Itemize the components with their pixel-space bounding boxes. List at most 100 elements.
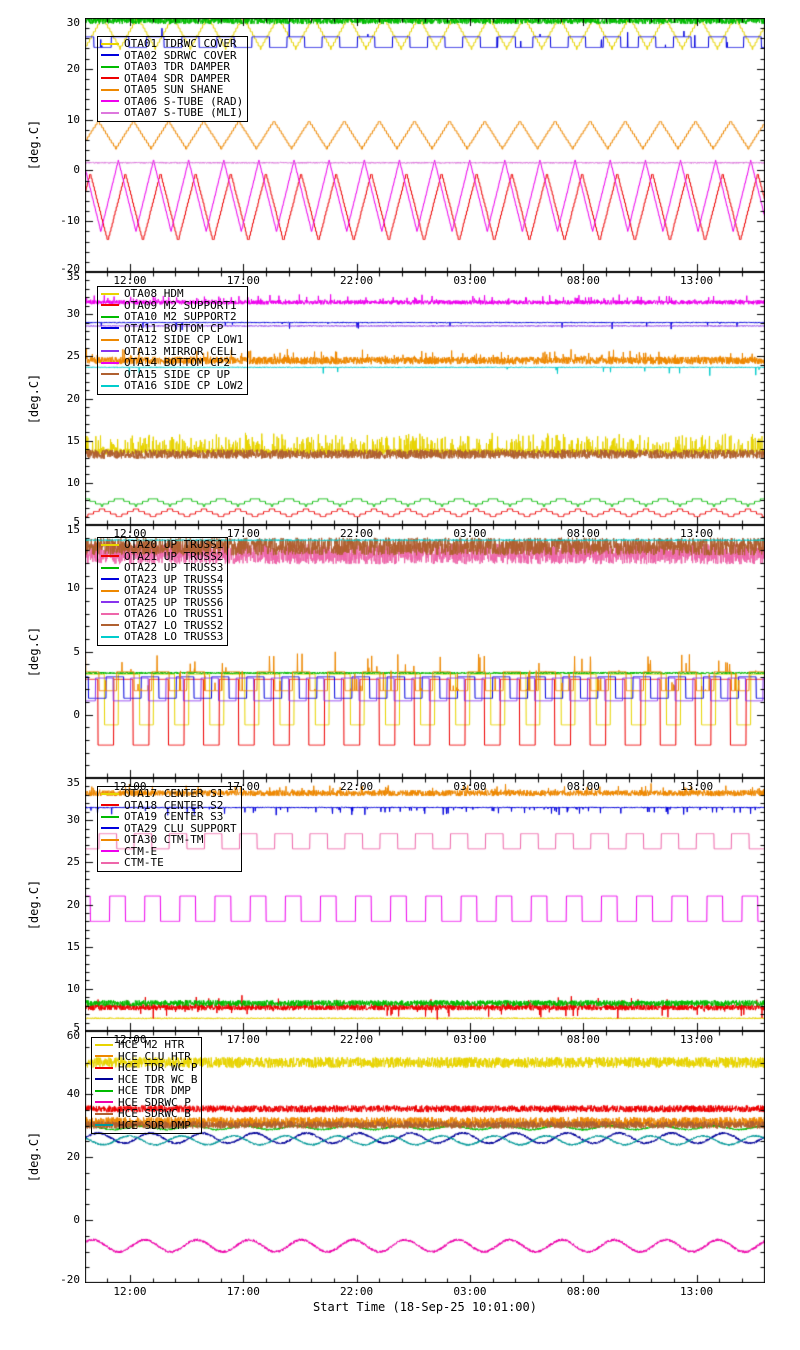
y-tick-label: 10: [66, 581, 80, 595]
legend-item: OTA07 S-TUBE (MLI): [101, 107, 243, 119]
legend-label: OTA19 CENTER S3: [124, 810, 224, 824]
legend-swatch: [95, 1043, 113, 1046]
y-tick-label: 25: [66, 855, 80, 869]
legend-label: OTA30 CTM-TM: [124, 833, 204, 847]
legend-label: OTA28 LO TRUSS3: [124, 630, 224, 644]
legend-swatch: [101, 555, 119, 558]
legend-item: OTA29 CLU SUPPORT: [101, 823, 237, 835]
legend-label: OTA10 M2 SUPPORT2: [124, 310, 237, 324]
legend-label: OTA01 TDRWC COVER: [124, 37, 237, 51]
legend-swatch: [101, 292, 119, 295]
legend-label: OTA27 LO TRUSS2: [124, 618, 224, 632]
legend-label: HCE TDR WC B: [118, 1072, 198, 1086]
legend-swatch: [101, 578, 119, 581]
legend-label: OTA12 SIDE CP LOW1: [124, 333, 244, 347]
legend-item: OTA27 LO TRUSS2: [101, 620, 223, 632]
legend-item: CTM-TE: [101, 857, 237, 869]
panel-1-legend: OTA01 TDRWC COVER OTA02 SDRWC COVER OTA03 …: [97, 36, 249, 122]
panel-4-legend: OTA17 CENTER S1 OTA18 CENTER S2 OTA19 CENT…: [97, 786, 242, 872]
panel-4-plot: [85, 778, 765, 1031]
legend-swatch: [101, 601, 119, 604]
x-tick-label: 03:00: [453, 274, 487, 287]
legend-label: HCE M2 HTR: [118, 1038, 185, 1052]
legend-item: OTA19 CENTER S3: [101, 811, 237, 823]
y-tick-label: 15: [66, 939, 80, 953]
legend-item: OTA09 M2 SUPPORT1: [101, 300, 243, 312]
legend-item: OTA17 CENTER S1: [101, 788, 237, 800]
legend-item: OTA14 BOTTOM CP2: [101, 357, 243, 369]
legend-item: OTA20 UP TRUSS1: [101, 539, 223, 551]
legend-item: OTA28 LO TRUSS3: [101, 631, 223, 643]
y-tick-label: 15: [66, 433, 80, 447]
legend-swatch: [101, 589, 119, 592]
y-tick-label: 40: [66, 1087, 80, 1100]
legend-swatch: [101, 815, 119, 818]
y-tick-label: 10: [66, 475, 80, 489]
legend-swatch: [101, 612, 119, 615]
x-tick-label: 22:00: [340, 527, 374, 540]
x-tick-label: 12:00: [113, 274, 147, 287]
x-tick-label: 13:00: [680, 274, 714, 287]
legend-item: OTA04 SDR DAMPER: [101, 73, 243, 85]
legend-label: OTA08 HDM: [124, 287, 184, 301]
legend-swatch: [101, 373, 119, 376]
x-tick-label: 13:00: [680, 1033, 714, 1046]
legend-item: OTA15 SIDE CP UP: [101, 369, 243, 381]
legend-label: OTA15 SIDE CP UP: [124, 367, 230, 381]
x-tick-label: 22:00: [340, 1285, 374, 1298]
legend-swatch: [101, 327, 119, 330]
y-tick-label: 20: [66, 897, 80, 911]
x-tick-label: 03:00: [453, 1033, 487, 1046]
y-tick-label: 10: [66, 981, 80, 995]
y-tick-label: 20: [66, 61, 80, 75]
panel-3-plot: [85, 525, 765, 778]
legend-label: OTA20 UP TRUSS1: [124, 538, 224, 552]
legend-swatch: [101, 361, 119, 364]
x-tick-label: 22:00: [340, 780, 374, 793]
legend-label: OTA03 TDR DAMPER: [124, 60, 230, 74]
legend-label: OTA09 M2 SUPPORT1: [124, 298, 237, 312]
legend-item: OTA08 HDM: [101, 288, 243, 300]
legend-item: OTA21 UP TRUSS2: [101, 551, 223, 563]
legend-label: OTA17 CENTER S1: [124, 787, 224, 801]
x-tick-label: 22:00: [340, 1033, 374, 1046]
legend-label: HCE TDR WC P: [118, 1061, 198, 1075]
panel-5-plot: [85, 1031, 765, 1283]
x-tick-label: 13:00: [680, 780, 714, 793]
legend-swatch: [101, 315, 119, 318]
x-tick-label: 17:00: [226, 780, 260, 793]
legend-swatch: [101, 111, 119, 114]
x-axis-title: Start Time (18-Sep-25 10:01:00): [313, 1300, 537, 1314]
x-tick-label: 12:00: [113, 527, 147, 540]
y-tick-label: -20: [60, 262, 80, 275]
y-tick-label: 0: [73, 1213, 80, 1226]
legend-item: HCE TDR WC P: [95, 1062, 197, 1074]
panel-5-legend: HCE M2 HTR HCE CLU HTR HCE TDR WC P HCE TDR…: [91, 1037, 203, 1134]
legend-swatch: [101, 804, 119, 807]
legend-item: OTA30 CTM-TM: [101, 834, 237, 846]
legend-item: OTA03 TDR DAMPER: [101, 61, 243, 73]
legend-item: OTA11 BOTTOM CP: [101, 323, 243, 335]
legend-item: CTM-E: [101, 846, 237, 858]
legend-item: HCE SDRWC B: [95, 1108, 197, 1120]
legend-swatch: [101, 635, 119, 638]
y-tick-label: 0: [73, 707, 80, 721]
legend-item: OTA01 TDRWC COVER: [101, 38, 243, 50]
y-tick-label: 5: [73, 1021, 80, 1034]
legend-swatch: [101, 566, 119, 569]
legend-item: OTA16 SIDE CP LOW2: [101, 380, 243, 392]
legend-swatch: [95, 1112, 113, 1115]
y-axis-title: [deg.C]: [27, 1131, 41, 1183]
legend-item: OTA18 CENTER S2: [101, 800, 237, 812]
legend-label: OTA22 UP TRUSS3: [124, 561, 224, 575]
legend-label: OTA02 SDRWC COVER: [124, 48, 237, 62]
legend-item: OTA13 MIRROR CELL: [101, 346, 243, 358]
panel-1-plot: [85, 18, 765, 272]
legend-item: OTA22 UP TRUSS3: [101, 562, 223, 574]
legend-swatch: [101, 624, 119, 627]
legend-label: HCE SDRWC B: [118, 1107, 191, 1121]
legend-label: OTA13 MIRROR CELL: [124, 344, 237, 358]
legend-swatch: [95, 1055, 113, 1058]
legend-item: HCE SDR DMP: [95, 1120, 197, 1132]
